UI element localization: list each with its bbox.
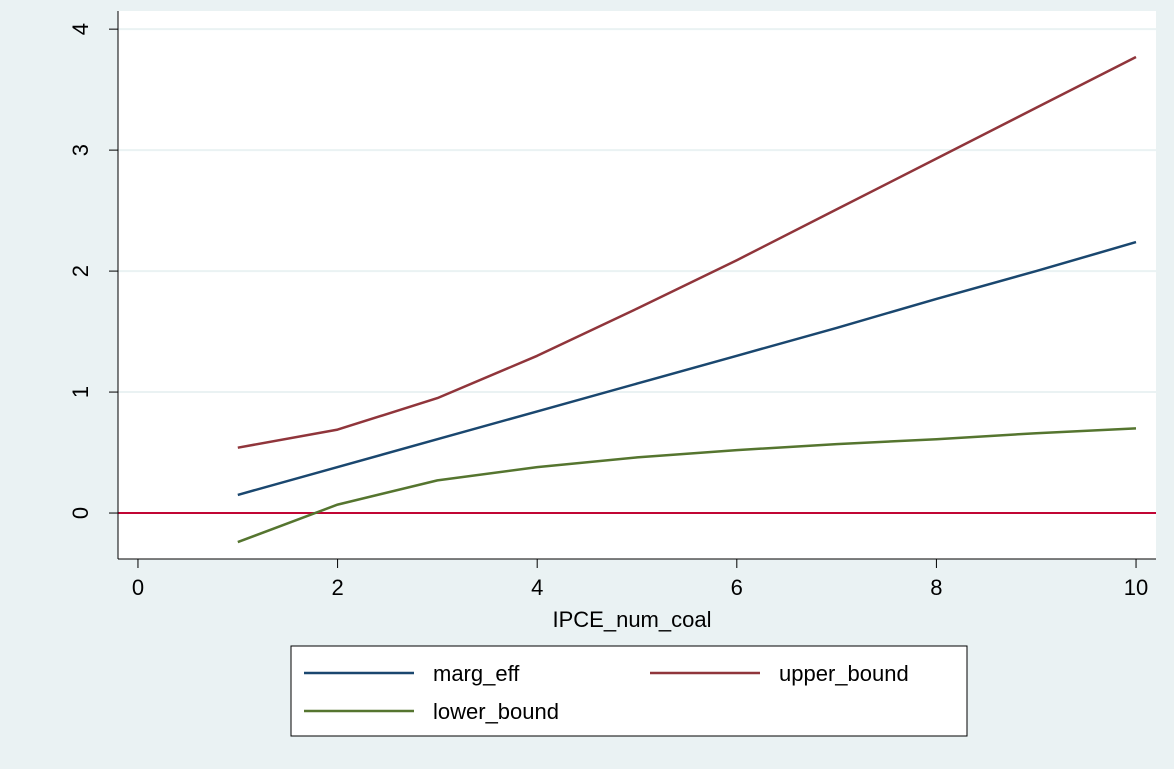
legend-label-upper_bound: upper_bound (779, 661, 909, 686)
axes (109, 11, 1156, 568)
x-tick-label-4: 4 (531, 575, 543, 600)
legend: marg_eff upper_bound lower_bound (290, 645, 968, 737)
x-tick-label-10: 10 (1124, 575, 1148, 600)
y-tick-label-1: 1 (68, 386, 93, 398)
legend-label-marg_eff: marg_eff (433, 661, 520, 686)
legend-label-lower_bound: lower_bound (433, 699, 559, 724)
series-line-upper_bound (237, 55, 1137, 449)
tick-labels: 0 2 4 6 8 10 0 1 2 3 4 (68, 23, 1148, 600)
y-tick-label-3: 3 (68, 144, 93, 156)
x-axis-title: IPCE_num_coal (553, 607, 712, 632)
y-tick-label-4: 4 (68, 23, 93, 35)
series-lines (237, 55, 1137, 544)
x-tick-label-8: 8 (930, 575, 942, 600)
x-tick-label-0: 0 (132, 575, 144, 600)
legend-box (290, 645, 968, 737)
y-tick-label-0: 0 (68, 507, 93, 519)
series-line-marg_eff (237, 240, 1137, 497)
x-tick-label-2: 2 (331, 575, 343, 600)
x-tick-label-6: 6 (731, 575, 743, 600)
plot-area (118, 11, 1156, 559)
series-line-lower_bound (237, 427, 1137, 544)
y-tick-label-2: 2 (68, 265, 93, 277)
